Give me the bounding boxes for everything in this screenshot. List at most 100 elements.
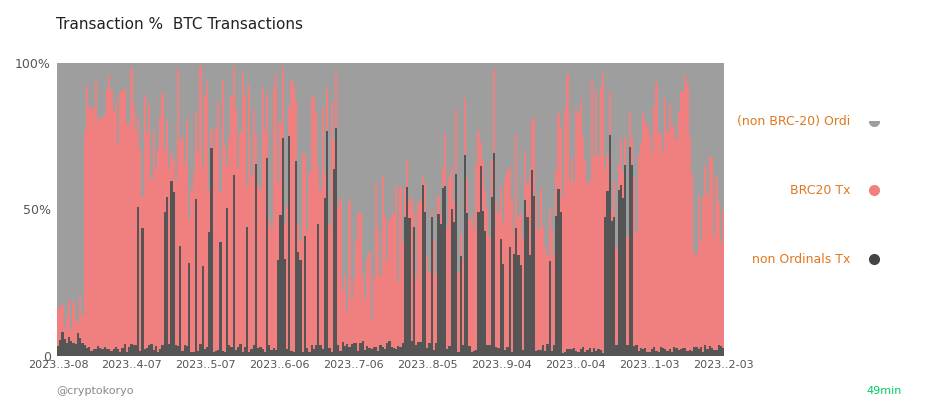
- Bar: [659, 347, 662, 356]
- Bar: [646, 63, 648, 126]
- Bar: [237, 347, 239, 356]
- Bar: [611, 63, 613, 212]
- Bar: [298, 252, 299, 356]
- Bar: [95, 81, 97, 349]
- Bar: [515, 228, 517, 356]
- Bar: [421, 185, 424, 356]
- Bar: [462, 345, 464, 356]
- Bar: [442, 63, 444, 168]
- Bar: [366, 259, 368, 346]
- Bar: [264, 352, 266, 356]
- Bar: [640, 347, 642, 356]
- Bar: [322, 349, 324, 356]
- Bar: [202, 63, 204, 167]
- Bar: [346, 63, 349, 311]
- Bar: [573, 348, 576, 356]
- Bar: [146, 132, 148, 348]
- Bar: [135, 130, 137, 345]
- Bar: [286, 349, 288, 356]
- Bar: [562, 63, 565, 197]
- Bar: [686, 63, 689, 83]
- Bar: [159, 349, 162, 356]
- Bar: [362, 341, 364, 356]
- Bar: [491, 63, 493, 158]
- Bar: [680, 92, 682, 349]
- Bar: [341, 63, 344, 290]
- Bar: [520, 63, 522, 213]
- Bar: [264, 63, 266, 131]
- Bar: [466, 179, 469, 213]
- Bar: [232, 175, 235, 356]
- Bar: [513, 230, 515, 254]
- Bar: [379, 345, 381, 356]
- Bar: [282, 63, 284, 67]
- Bar: [675, 63, 678, 139]
- Bar: [202, 266, 204, 356]
- Bar: [166, 120, 168, 197]
- Bar: [111, 90, 113, 351]
- Bar: [699, 63, 702, 241]
- Bar: [555, 170, 557, 216]
- Bar: [133, 105, 135, 345]
- Bar: [696, 255, 698, 347]
- Bar: [640, 63, 642, 143]
- Bar: [378, 228, 379, 351]
- Bar: [77, 333, 79, 356]
- Bar: [275, 74, 277, 349]
- Bar: [484, 63, 486, 190]
- Bar: [86, 63, 88, 86]
- Bar: [595, 91, 597, 351]
- Bar: [629, 147, 631, 356]
- Bar: [698, 349, 699, 356]
- Bar: [74, 344, 77, 356]
- Bar: [328, 63, 330, 225]
- Bar: [195, 113, 197, 199]
- Bar: [502, 63, 504, 223]
- Bar: [480, 63, 482, 142]
- Bar: [542, 345, 544, 356]
- Bar: [188, 263, 191, 356]
- Bar: [469, 346, 471, 356]
- Bar: [462, 63, 464, 259]
- Bar: [471, 351, 473, 356]
- Bar: [330, 63, 333, 102]
- Bar: [506, 347, 509, 356]
- Bar: [250, 175, 253, 349]
- Bar: [618, 63, 619, 164]
- Bar: [418, 342, 419, 356]
- Bar: [301, 352, 304, 356]
- Bar: [593, 348, 595, 356]
- Bar: [210, 148, 213, 356]
- Bar: [473, 228, 475, 351]
- Bar: [73, 302, 74, 343]
- Bar: [629, 63, 631, 112]
- Bar: [140, 351, 141, 356]
- Bar: [114, 103, 117, 347]
- Bar: [707, 349, 709, 356]
- Bar: [68, 337, 71, 356]
- Bar: [219, 191, 221, 242]
- Bar: [248, 63, 250, 84]
- Bar: [235, 350, 237, 356]
- Bar: [635, 63, 638, 232]
- Bar: [114, 63, 117, 103]
- Bar: [157, 352, 159, 356]
- Bar: [566, 63, 568, 74]
- Bar: [667, 63, 669, 130]
- Bar: [424, 212, 426, 356]
- Bar: [157, 63, 159, 148]
- Bar: [448, 346, 451, 356]
- Bar: [257, 347, 259, 356]
- Bar: [582, 63, 584, 137]
- Bar: [539, 350, 542, 356]
- Bar: [322, 107, 324, 349]
- Bar: [226, 208, 228, 356]
- Bar: [678, 350, 680, 356]
- Bar: [404, 188, 406, 217]
- Bar: [419, 63, 421, 199]
- Bar: [202, 167, 204, 266]
- Bar: [415, 345, 418, 356]
- Bar: [565, 63, 566, 110]
- Bar: [595, 63, 597, 91]
- Bar: [389, 63, 391, 220]
